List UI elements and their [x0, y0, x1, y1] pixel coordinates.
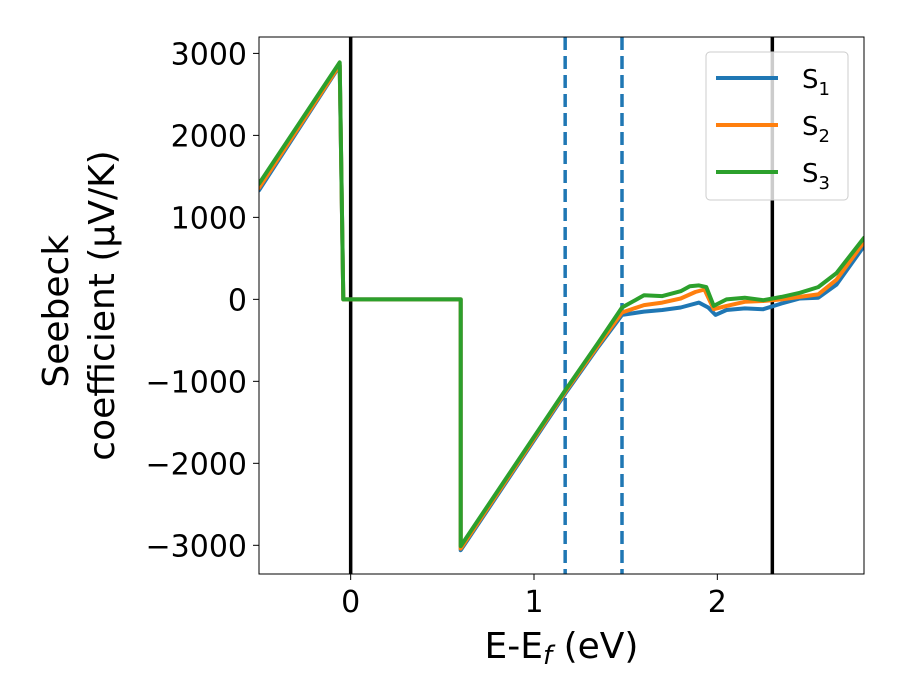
data-series	[259, 60, 864, 553]
legend-label-subscript: 2	[819, 126, 830, 147]
legend-entry-s3: S3	[716, 159, 830, 194]
x-axis-label: E-Ef (eV)	[485, 626, 639, 671]
legend-label-subscript: 1	[819, 79, 830, 100]
legend-label-main: S	[802, 112, 819, 142]
x-tick-label: 0	[341, 585, 360, 620]
series-line-s3	[259, 60, 864, 549]
x-axis-ticks: 0 1 2	[341, 574, 727, 620]
y-tick-label: −3000	[146, 529, 247, 564]
y-axis-label-line2: coefficient (μV/K)	[82, 150, 123, 460]
y-tick-label: 0	[228, 283, 247, 318]
plot-frame	[258, 36, 865, 575]
y-tick-label: −2000	[146, 447, 247, 482]
x-axis-label-main: E-E	[485, 626, 543, 667]
x-tick-label: 2	[708, 585, 727, 620]
legend-label: S3	[802, 159, 830, 194]
y-axis-ticks: −3000 −2000 −1000 0 1000 2000 3000	[146, 37, 259, 564]
legend-entry-s1: S1	[716, 65, 830, 100]
legend-label-subscript: 3	[819, 173, 830, 194]
y-tick-label: 3000	[171, 37, 247, 72]
y-tick-label: −1000	[146, 365, 247, 400]
legend-entry-s2: S2	[716, 112, 830, 147]
x-tick-label: 1	[524, 585, 543, 620]
y-axis-label: Seebeck coefficient (μV/K)	[36, 150, 123, 460]
y-tick-label: 2000	[171, 119, 247, 154]
legend-label: S2	[802, 112, 830, 147]
legend-label-main: S	[802, 159, 819, 189]
legend-label: S1	[802, 65, 830, 100]
y-axis-label-line1: Seebeck	[36, 235, 77, 388]
legend-label-main: S	[802, 65, 819, 95]
x-axis-label-unit: (eV)	[552, 626, 638, 667]
y-tick-label: 1000	[171, 201, 247, 236]
